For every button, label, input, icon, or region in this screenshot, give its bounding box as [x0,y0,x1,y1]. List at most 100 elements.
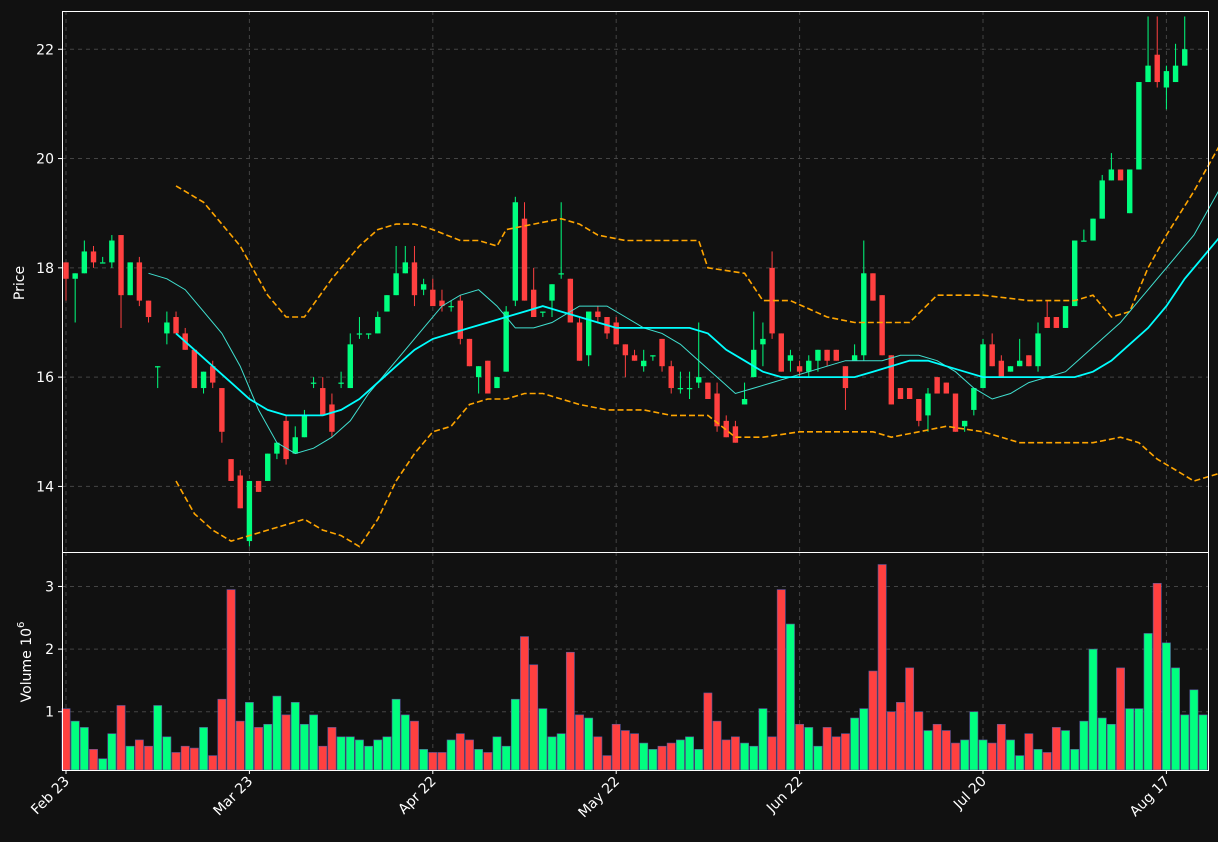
candle-body [1035,333,1041,367]
candle-body [879,295,885,356]
volume-bar [813,745,823,771]
volume-bar [419,749,429,771]
volume-bar [116,705,126,771]
candle-body [475,366,482,378]
indicator-lines [148,146,1218,548]
volume-bar [538,708,548,771]
volume-bar [731,736,740,771]
candle-body [1145,65,1151,83]
volume-bar [281,714,291,771]
candle-body [631,355,638,361]
volume-tick-label: 2 [45,642,54,658]
candle-body [998,360,1005,378]
volume-bar [1189,689,1199,771]
candle-body [164,322,170,334]
volume-bar [300,723,309,771]
volume-bar [556,733,566,771]
candle-body [347,344,353,389]
candle-body [787,355,794,361]
volume-bar [336,736,346,771]
candle-body [677,388,684,390]
volume-bar [208,755,218,771]
volume-bar [886,711,896,771]
candle-body [200,371,207,389]
candle-body [118,235,124,296]
candle-body [989,344,995,367]
candle-body [686,388,693,390]
volume-bar [373,739,383,771]
candle-body [1044,317,1050,328]
volume-bar [932,723,942,771]
volume-bar [804,727,814,771]
volume-bar [923,730,933,771]
candle-body [613,322,619,345]
candle-body [558,273,564,275]
volume-bar [896,702,905,771]
volume-bar [1198,714,1208,771]
volume-bar [831,736,841,771]
volume-bar [180,745,190,771]
volume-bar [391,698,401,771]
volume-bar [565,651,575,771]
volume-bar [685,736,694,771]
volume-bar [786,623,795,771]
volume-bar [1006,739,1015,771]
candle-body [1062,306,1069,328]
candle-body [494,377,500,389]
volume-bar [822,727,832,771]
volume-bar [1033,749,1043,771]
volume-bar [1088,648,1098,771]
volume-bar [1051,727,1061,771]
candle-body [329,404,335,432]
candle-body [934,377,940,394]
candle-body [714,393,720,427]
candle-body [861,273,867,356]
candle-body [127,262,133,296]
volume-bar [987,742,997,771]
volume-bar [694,749,704,771]
candle-body [530,289,537,318]
volume-bar [355,739,364,771]
candle-body [63,262,69,279]
volume-bar [134,739,144,771]
price-y-ticks: 14 16 18 20 22 [36,42,62,495]
candle-body [806,360,812,372]
candle-body [310,382,317,384]
volume-bar [79,727,89,771]
volume-gridlines [62,552,1208,770]
candle-body [72,273,78,279]
volume-bar [1042,752,1052,771]
candle-body [1117,169,1124,181]
candle-body [760,338,766,345]
volume-bar [382,736,392,771]
candle-body [1108,169,1115,181]
volume-bar [1106,723,1116,771]
candle-body [916,398,922,421]
volume-bar [1061,730,1070,771]
volume-bar [1162,642,1171,771]
volume-bar [226,589,236,771]
volume-bar [107,733,117,771]
volume-bar [318,745,328,771]
volume-bar [996,723,1006,771]
volume-bar [712,720,722,771]
volume-bar [575,714,584,771]
candle-body [265,453,271,481]
candle-body [751,349,757,378]
volume-bar [465,739,474,771]
volume-axis-label: Volume 106 [16,622,35,703]
volume-bar [263,723,273,771]
volume-bar [474,749,484,771]
candle-body [402,262,408,274]
candle-body [356,333,363,335]
volume-bar [850,717,860,771]
candle-body [1053,317,1060,328]
candle-body [540,311,546,313]
candle-body [952,393,959,432]
volume-bar [877,564,887,771]
candle-body [466,338,473,367]
volume-bar [1180,714,1190,771]
bollinger-lower-line [175,392,1218,548]
volume-bar [859,708,869,771]
price-axis-label: Price [12,266,28,300]
